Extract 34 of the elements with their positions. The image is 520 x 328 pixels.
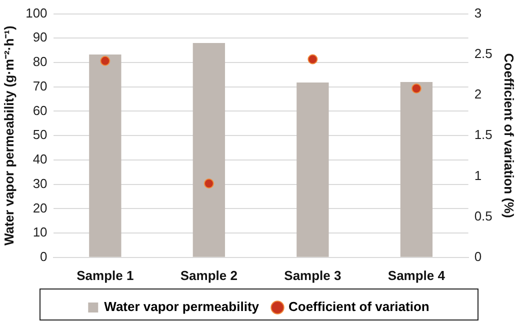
y2-tick-label: 1 [474, 168, 482, 183]
point [100, 56, 110, 66]
x-tick-label: Sample 3 [284, 268, 342, 283]
y-tick-label: 10 [32, 224, 48, 240]
y2-tick-label: 2.5 [474, 46, 492, 61]
y2-tick-label: 3 [474, 5, 482, 20]
y-tick-label: 100 [26, 5, 48, 20]
y-tick-label: 50 [32, 127, 48, 142]
y-tick-label: 40 [32, 152, 48, 167]
y-tick-label: 90 [32, 30, 48, 45]
y-tick-label: 20 [32, 200, 48, 216]
bar [192, 43, 226, 257]
x-tick-label: Sample 4 [388, 268, 446, 283]
y2-tick-label: 0 [474, 248, 482, 264]
y-tick-label: 0 [40, 248, 48, 264]
point [308, 54, 318, 64]
x-tick-label: Sample 2 [180, 268, 238, 283]
point [411, 84, 422, 94]
bar [296, 82, 329, 257]
legend-label: Coefficient of variation [288, 299, 430, 314]
y-tick-label: 60 [32, 102, 48, 118]
y2-tick-label: 2 [474, 86, 482, 102]
y2-tick-label: 1.5 [474, 127, 492, 142]
point [204, 178, 214, 189]
legend-label: Water vapor permeability [104, 299, 260, 314]
y-tick-label: 30 [32, 176, 48, 191]
y-axis-title: Water vapor permeability (g·m⁻²·h⁻¹) [1, 26, 16, 246]
y-tick-label: 70 [32, 78, 48, 94]
y2-axis-title: Coefficient of variation (%) [502, 53, 517, 218]
y2-tick-label: 0.5 [474, 208, 492, 224]
bar [400, 82, 433, 257]
x-tick-label: Sample 1 [76, 268, 134, 283]
y-tick-label: 80 [32, 54, 48, 70]
bar [89, 54, 122, 257]
